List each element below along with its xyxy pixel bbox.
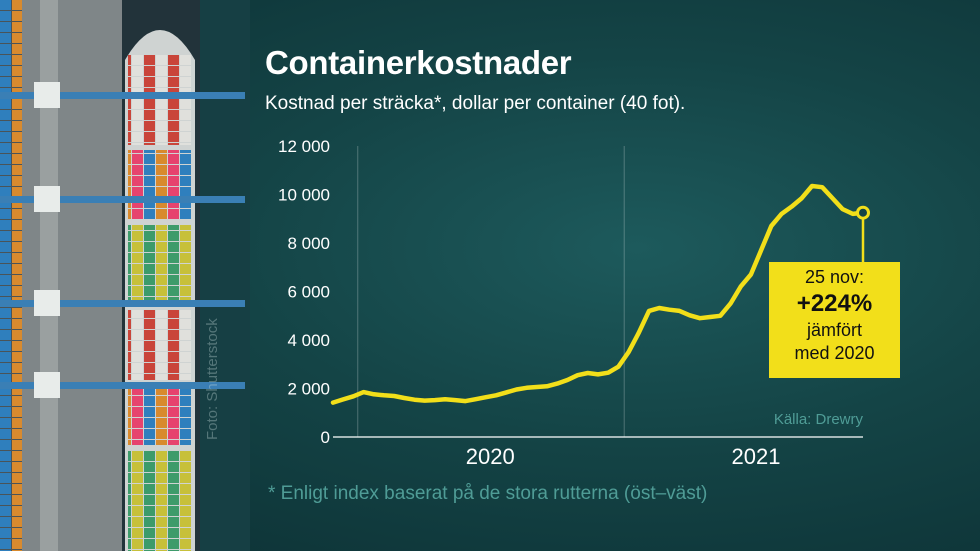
- chart-subtitle: Kostnad per sträcka*, dollar per contain…: [265, 93, 686, 114]
- gridlines: [333, 146, 863, 438]
- y-tick-label: 10 000: [278, 186, 330, 205]
- x-tick-label: 2021: [732, 444, 781, 469]
- callout-box: 25 nov: +224% jämfört med 2020: [769, 262, 900, 378]
- y-tick-label: 12 000: [278, 137, 330, 156]
- y-axis-ticks: 0 2 000 4 000 6 000 8 000 10 000 12 000: [278, 137, 330, 447]
- x-axis-ticks: 2020 2021: [466, 444, 781, 469]
- footnote: * Enligt index baserat på de stora rutte…: [268, 483, 708, 504]
- callout-line2: med 2020: [794, 343, 875, 363]
- port-photo: [0, 0, 250, 551]
- callout-line1: jämfört: [806, 320, 862, 340]
- x-tick-label: 2020: [466, 444, 515, 469]
- y-tick-label: 2 000: [287, 380, 330, 399]
- source-label: Källa: Drewry: [774, 411, 864, 428]
- y-tick-label: 4 000: [287, 331, 330, 350]
- y-tick-label: 8 000: [287, 234, 330, 253]
- y-tick-label: 0: [321, 428, 330, 447]
- end-point-marker: [856, 205, 870, 220]
- callout-change: +224%: [796, 290, 873, 317]
- callout-date: 25 nov:: [804, 267, 865, 287]
- y-tick-label: 6 000: [287, 283, 330, 302]
- chart-title: Containerkostnader: [265, 44, 572, 81]
- series-line: [330, 183, 866, 405]
